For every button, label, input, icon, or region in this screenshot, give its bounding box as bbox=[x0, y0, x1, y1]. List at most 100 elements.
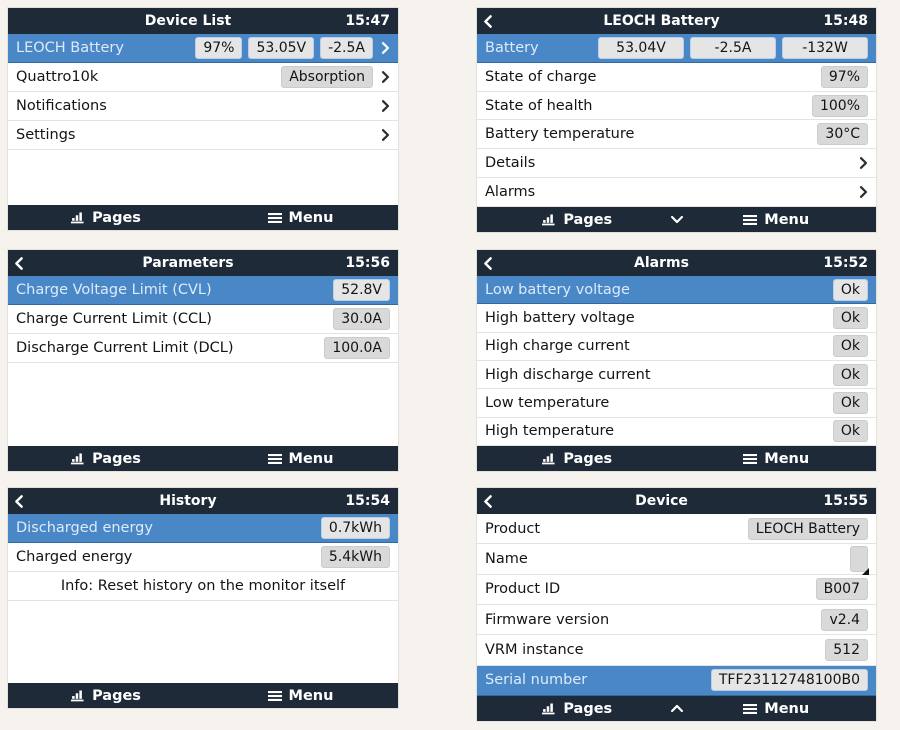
menu-button[interactable]: Menu bbox=[677, 696, 877, 721]
hamburger-icon bbox=[268, 453, 282, 465]
row-label: Low battery voltage bbox=[485, 281, 630, 298]
back-button[interactable] bbox=[483, 250, 493, 276]
row-serial-number[interactable]: Serial number TFF23112748100B0 bbox=[477, 665, 876, 696]
row-battery-temperature[interactable]: Battery temperature 30°C bbox=[477, 120, 876, 150]
empty-space bbox=[8, 363, 398, 446]
row-low-battery-voltage[interactable]: Low battery voltage Ok bbox=[477, 276, 876, 305]
page-title: LEOCH Battery bbox=[603, 13, 720, 29]
footer-bar: Pages Menu bbox=[8, 683, 398, 708]
row-quattro10k[interactable]: Quattro10k Absorption bbox=[8, 63, 398, 92]
row-firmware-version[interactable]: Firmware version v2.4 bbox=[477, 604, 876, 636]
battery-titlebar: LEOCH Battery 15:48 bbox=[477, 8, 876, 34]
back-button[interactable] bbox=[483, 8, 493, 34]
row-label: VRM instance bbox=[485, 641, 584, 658]
back-button[interactable] bbox=[14, 488, 24, 514]
menu-button[interactable]: Menu bbox=[203, 205, 398, 230]
row-dcl[interactable]: Discharge Current Limit (DCL) 100.0A bbox=[8, 334, 398, 363]
clock: 15:52 bbox=[823, 255, 868, 271]
back-button[interactable] bbox=[14, 250, 24, 276]
row-label: High temperature bbox=[485, 423, 615, 440]
row-product[interactable]: Product LEOCH Battery bbox=[477, 514, 876, 545]
chevron-left-icon bbox=[14, 494, 24, 509]
scroll-up-button[interactable] bbox=[669, 696, 684, 721]
panel-parameters: Parameters 15:56 Charge Voltage Limit (C… bbox=[8, 250, 398, 471]
row-discharged-energy[interactable]: Discharged energy 0.7kWh bbox=[8, 514, 398, 543]
pages-label: Pages bbox=[563, 211, 613, 228]
pages-button[interactable]: Pages bbox=[477, 696, 677, 721]
row-label: Discharge Current Limit (DCL) bbox=[16, 340, 234, 356]
bar-chart-icon bbox=[541, 702, 556, 715]
row-state-of-charge[interactable]: State of charge 97% bbox=[477, 62, 876, 92]
row-alarms[interactable]: Alarms bbox=[477, 178, 876, 207]
chevron-up-icon bbox=[669, 704, 684, 713]
empty-space bbox=[8, 601, 398, 683]
row-label: Battery bbox=[485, 39, 539, 56]
status-badge: Ok bbox=[832, 363, 868, 386]
pages-button[interactable]: Pages bbox=[477, 446, 677, 471]
bar-chart-icon bbox=[541, 213, 556, 226]
bar-chart-icon bbox=[70, 211, 85, 224]
row-label: Charge Voltage Limit (CVL) bbox=[16, 282, 212, 298]
temperature-badge: 30°C bbox=[817, 123, 868, 146]
chevron-left-icon bbox=[483, 256, 493, 271]
row-name[interactable]: Name bbox=[477, 544, 876, 574]
clock: 15:54 bbox=[345, 493, 390, 509]
back-button[interactable] bbox=[483, 488, 493, 514]
row-ccl[interactable]: Charge Current Limit (CCL) 30.0A bbox=[8, 305, 398, 334]
panel-leoch-battery: LEOCH Battery 15:48 Battery 53.04V -2.5A… bbox=[477, 8, 876, 232]
row-battery[interactable]: Battery 53.04V -2.5A -132W bbox=[477, 34, 876, 63]
page-title: Device List bbox=[144, 13, 232, 29]
footer-bar: Pages Menu bbox=[8, 205, 398, 230]
status-badge: Ok bbox=[832, 391, 868, 414]
menu-button[interactable]: Menu bbox=[677, 446, 877, 471]
name-value-field[interactable] bbox=[850, 545, 869, 575]
row-label: Discharged energy bbox=[16, 520, 153, 536]
row-high-charge-current[interactable]: High charge current Ok bbox=[477, 332, 876, 361]
menu-label: Menu bbox=[764, 211, 810, 228]
menu-button[interactable]: Menu bbox=[203, 683, 398, 708]
row-vrm-instance[interactable]: VRM instance 512 bbox=[477, 635, 876, 666]
pages-button[interactable]: Pages bbox=[8, 446, 203, 471]
pages-button[interactable]: Pages bbox=[8, 205, 203, 230]
menu-label: Menu bbox=[764, 450, 810, 467]
row-leoch-battery[interactable]: LEOCH Battery 97% 53.05V -2.5A bbox=[8, 34, 398, 63]
menu-button[interactable]: Menu bbox=[677, 207, 877, 232]
product-badge: LEOCH Battery bbox=[747, 517, 868, 540]
row-values: 97% 53.05V -2.5A bbox=[195, 37, 373, 59]
row-label: Battery temperature bbox=[485, 126, 635, 143]
row-details[interactable]: Details bbox=[477, 149, 876, 179]
clock: 15:55 bbox=[823, 493, 868, 509]
row-high-temperature[interactable]: High temperature Ok bbox=[477, 417, 876, 446]
chevron-left-icon bbox=[483, 494, 493, 509]
pages-button[interactable]: Pages bbox=[8, 683, 203, 708]
chevron-right-icon bbox=[859, 156, 868, 170]
row-label: Serial number bbox=[485, 672, 588, 689]
scroll-down-button[interactable] bbox=[669, 207, 684, 232]
row-notifications[interactable]: Notifications bbox=[8, 92, 398, 121]
row-low-temperature[interactable]: Low temperature Ok bbox=[477, 389, 876, 418]
row-state-of-health[interactable]: State of health 100% bbox=[477, 91, 876, 121]
soh-badge: 100% bbox=[811, 94, 868, 117]
row-high-battery-voltage[interactable]: High battery voltage Ok bbox=[477, 304, 876, 333]
row-settings[interactable]: Settings bbox=[8, 121, 398, 150]
pages-label: Pages bbox=[563, 700, 613, 717]
row-product-id[interactable]: Product ID B007 bbox=[477, 574, 876, 605]
chevron-right-icon bbox=[381, 128, 390, 142]
chevron-right-icon bbox=[381, 41, 390, 55]
pages-button[interactable]: Pages bbox=[477, 207, 677, 232]
row-cvl[interactable]: Charge Voltage Limit (CVL) 52.8V bbox=[8, 276, 398, 305]
alarms-titlebar: Alarms 15:52 bbox=[477, 250, 876, 276]
row-label: Name bbox=[485, 550, 528, 567]
page-title: Parameters bbox=[142, 255, 234, 271]
status-badge: Ok bbox=[832, 306, 868, 329]
ccl-badge: 30.0A bbox=[333, 308, 390, 330]
row-high-discharge-current[interactable]: High discharge current Ok bbox=[477, 360, 876, 390]
row-label: Quattro10k bbox=[16, 69, 99, 85]
row-charged-energy[interactable]: Charged energy 5.4kWh bbox=[8, 543, 398, 572]
history-titlebar: History 15:54 bbox=[8, 488, 398, 514]
edit-corner-icon bbox=[862, 568, 869, 575]
state-badge: Absorption bbox=[281, 66, 373, 88]
menu-button[interactable]: Menu bbox=[203, 446, 398, 471]
row-label: Settings bbox=[16, 127, 76, 143]
